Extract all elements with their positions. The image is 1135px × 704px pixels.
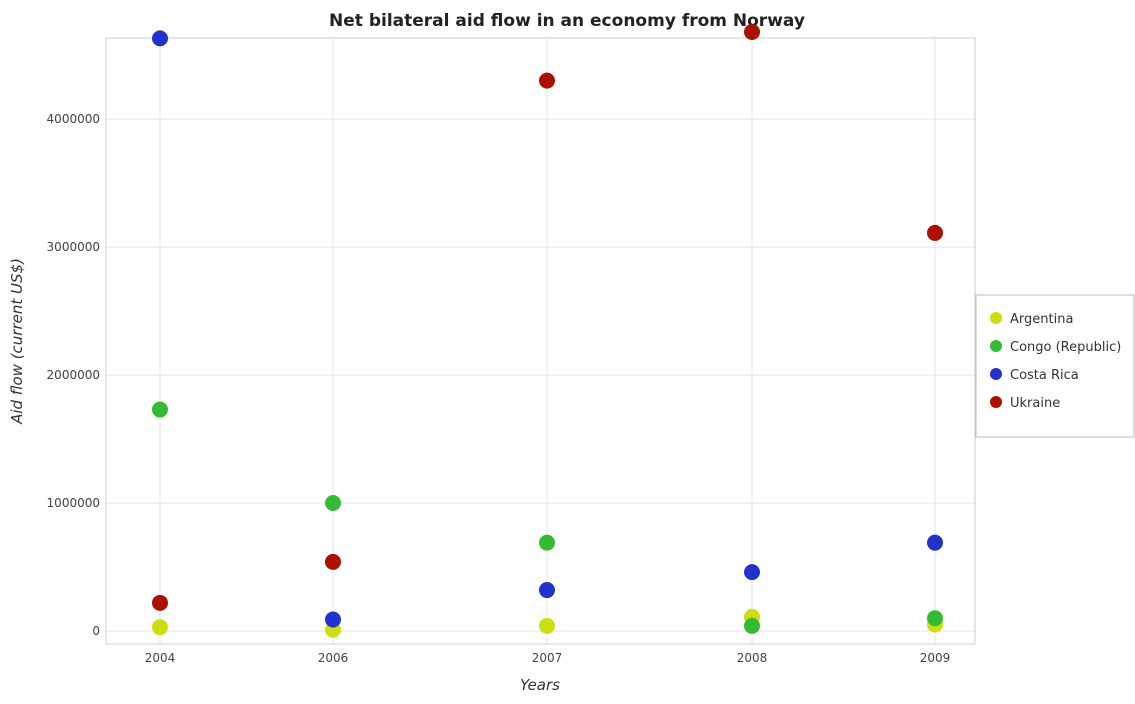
data-point-costa-rica bbox=[152, 30, 168, 47]
y-tick-label: 0 bbox=[92, 624, 100, 638]
legend-label: Congo (Republic) bbox=[1010, 340, 1121, 355]
plot-area-frame bbox=[105, 37, 976, 645]
x-axis-ticks: 2004 2006 2007 2008 2009 bbox=[145, 651, 951, 665]
chart-title: Net bilateral aid flow in an economy fro… bbox=[329, 11, 805, 31]
x-tick-label: 2006 bbox=[318, 651, 349, 665]
x-axis-label: Years bbox=[520, 676, 560, 694]
legend-label: Argentina bbox=[1010, 312, 1073, 327]
data-point-ukraine bbox=[744, 23, 760, 40]
data-point-costa-rica bbox=[744, 564, 760, 581]
data-point-argentina bbox=[152, 619, 168, 636]
y-tick-label: 1000000 bbox=[47, 496, 100, 510]
data-point-ukraine bbox=[539, 72, 555, 89]
data-point-ukraine bbox=[152, 594, 168, 611]
y-axis-label: Aid flow (current US$) bbox=[8, 258, 26, 425]
data-point-costa-rica bbox=[539, 582, 555, 599]
legend-box bbox=[975, 294, 1135, 438]
data-point-congo-republic bbox=[744, 617, 760, 634]
legend-marker bbox=[990, 340, 1002, 352]
x-tick-label: 2004 bbox=[145, 651, 176, 665]
data-point-congo-republic bbox=[539, 534, 555, 551]
data-point-costa-rica bbox=[927, 534, 943, 551]
legend-label: Costa Rica bbox=[1010, 368, 1079, 383]
data-point-argentina bbox=[539, 617, 555, 634]
legend: Argentina Congo (Republic) Costa Rica Ukrai… bbox=[975, 294, 1135, 438]
y-tick-label: 2000000 bbox=[47, 368, 100, 382]
data-point-ukraine bbox=[927, 224, 943, 241]
legend-marker bbox=[990, 396, 1002, 408]
data-point-congo-republic bbox=[325, 495, 341, 511]
y-tick-label: 3000000 bbox=[47, 240, 100, 254]
data-points bbox=[152, 23, 943, 638]
data-point-costa-rica bbox=[325, 611, 341, 628]
y-axis-ticks: 0 1000000 2000000 3000000 4000000 bbox=[47, 112, 100, 638]
data-point-congo-republic bbox=[152, 401, 168, 418]
x-tick-label: 2007 bbox=[532, 651, 563, 665]
legend-label: Ukraine bbox=[1010, 396, 1060, 411]
data-point-ukraine bbox=[325, 553, 341, 570]
y-tick-label: 4000000 bbox=[47, 112, 100, 126]
x-tick-label: 2008 bbox=[737, 651, 768, 665]
legend-marker bbox=[990, 368, 1002, 380]
grid-lines bbox=[106, 38, 975, 644]
data-point-congo-republic bbox=[927, 610, 943, 627]
legend-marker bbox=[990, 312, 1002, 324]
x-tick-label: 2009 bbox=[920, 651, 951, 665]
